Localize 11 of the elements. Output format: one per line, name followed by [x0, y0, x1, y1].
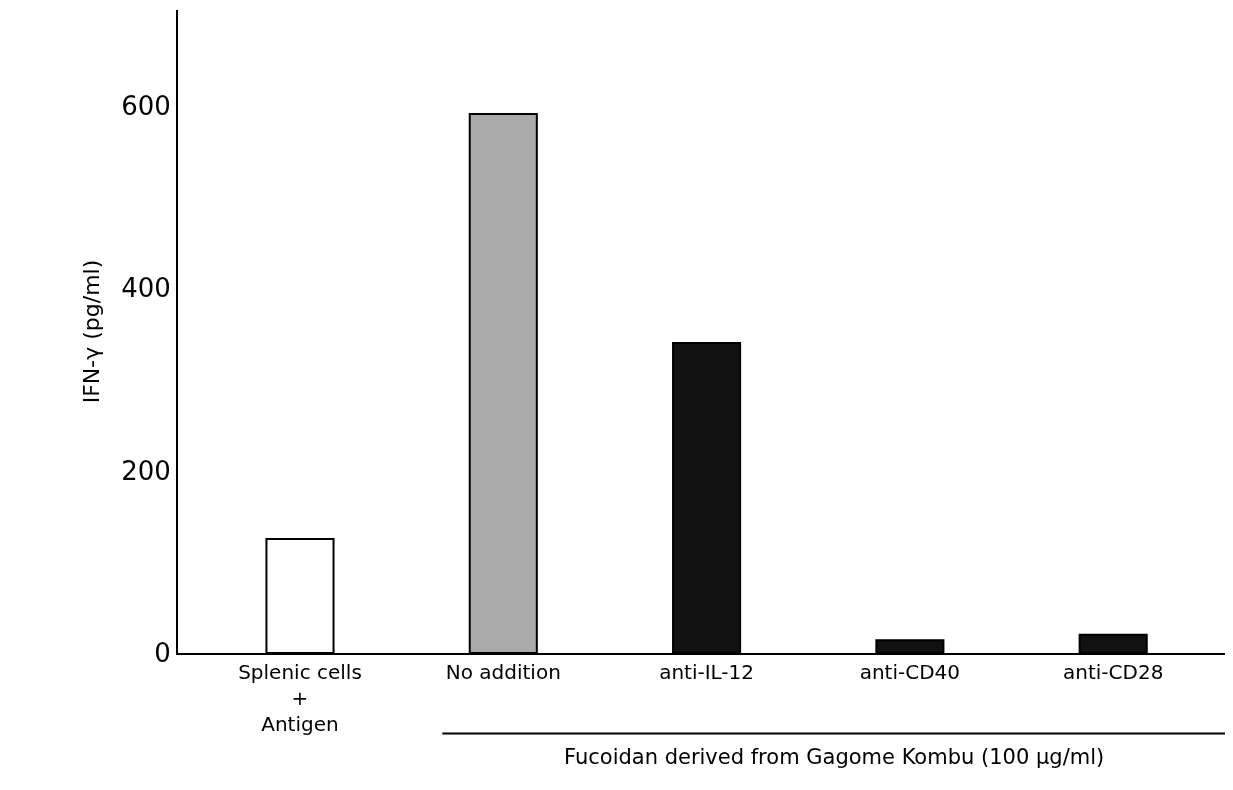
y-tick-label: 600: [121, 90, 171, 121]
x-tick-label: anti-IL-12: [659, 660, 755, 684]
text: Fucoidan derived from Gagome Kombu (100 μg/ml): [564, 745, 1105, 769]
x-tick-label: No addition: [445, 660, 561, 684]
y-tick-label: 0: [154, 638, 171, 669]
y-tick-label: 400: [121, 273, 171, 304]
y-tick-label: 200: [121, 455, 171, 486]
y-axis-title: IFN-γ (pg/ml): [79, 259, 105, 404]
x-tick-label: anti-CD28: [1062, 660, 1164, 684]
x-tick-label: Splenic cells + Antigen: [238, 660, 362, 736]
x-tick-label: anti-CD40: [859, 660, 961, 684]
